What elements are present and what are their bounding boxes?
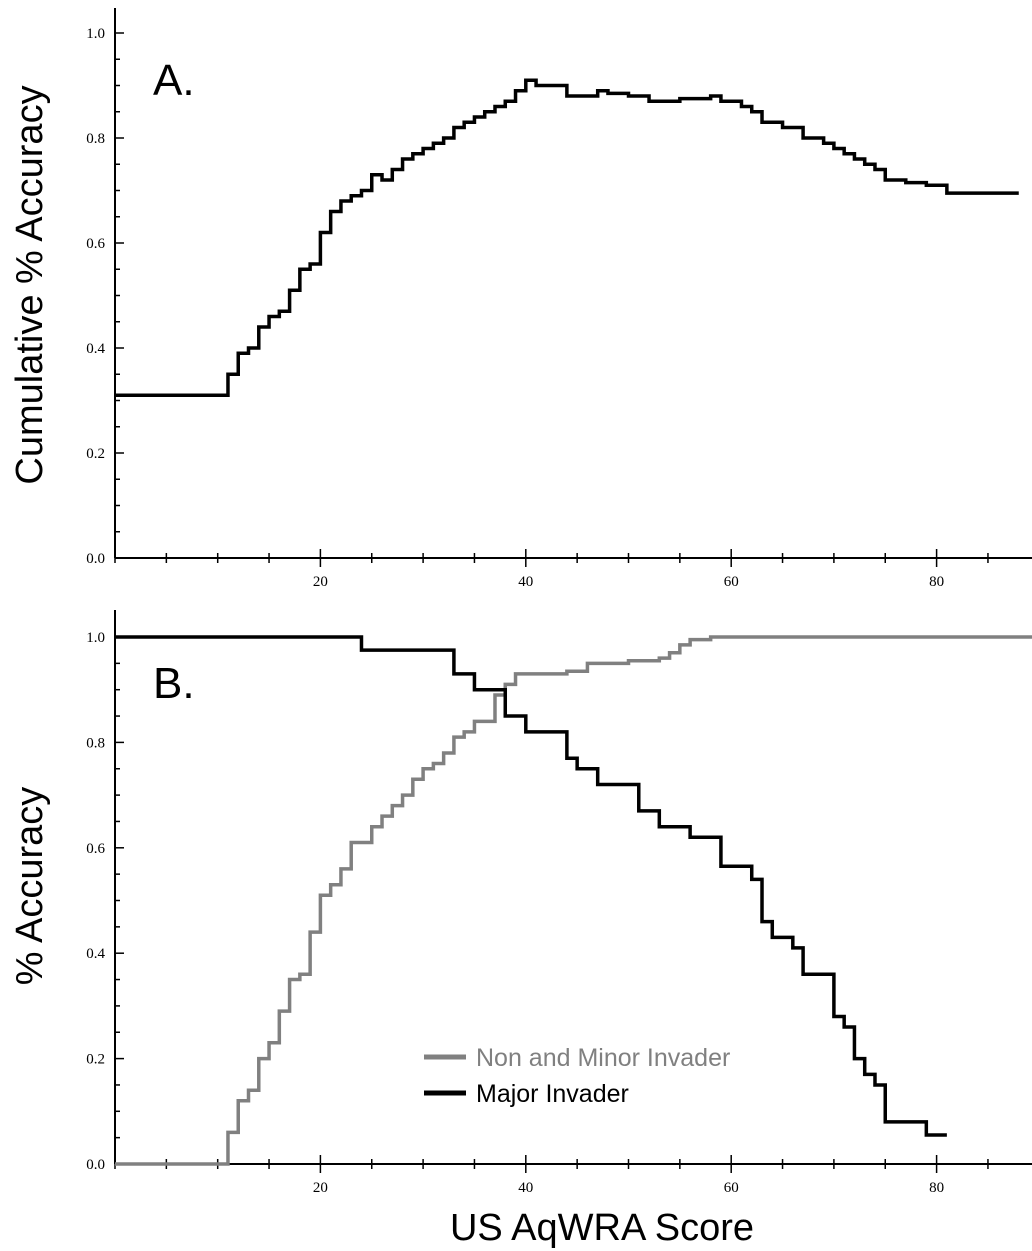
panel-a-y-axis-title: Cumulative % Accuracy <box>9 85 51 484</box>
panel-a-y-tick-label: 0.4 <box>86 341 105 357</box>
panel-a-x-tick-label: 60 <box>724 574 739 590</box>
panel-a-y-tick-label: 0.2 <box>86 446 105 462</box>
panel-b-axes: 20 40 60 80 0.0 0.2 0.4 0.6 0.8 1.0 <box>86 610 1032 1196</box>
panel-a-x-tick-label: 40 <box>518 574 533 590</box>
panel-b-series-major-invader <box>115 635 947 1137</box>
panel-b-y-axis-title: % Accuracy <box>9 787 51 986</box>
panel-a-y-tick-label: 1.0 <box>86 26 105 42</box>
panel-b-x-tick-label: 40 <box>518 1180 533 1196</box>
panel-b-y-tick-label: 0.2 <box>86 1052 105 1068</box>
panel-b-y-tick-label: 0.6 <box>86 841 105 857</box>
panel-b-y-tick-label: 0.4 <box>86 946 105 962</box>
panel-a-label: A. <box>153 56 195 105</box>
panel-b: % Accuracy B. Non and Minor Invader Majo… <box>9 610 1032 1249</box>
panel-b-y-tick-label: 1.0 <box>86 630 105 646</box>
panel-b-x-tick-label: 20 <box>313 1180 328 1196</box>
panel-b-series-non-and-minor-invader <box>115 635 1032 1166</box>
panel-b-y-tick-label: 0.0 <box>86 1157 105 1173</box>
panel-a-x-tick-label: 80 <box>929 574 944 590</box>
panel-a-axes: 20 40 60 80 0.0 0.2 0.4 0.6 0.8 1.0 <box>86 8 1032 590</box>
panel-a-y-tick-label: 0.0 <box>86 551 105 567</box>
x-axis-title: US AqWRA Score <box>450 1207 754 1249</box>
panel-a-x-tick-label: 20 <box>313 574 328 590</box>
panel-a-y-tick-label: 0.6 <box>86 236 105 252</box>
panel-b-x-tick-label: 80 <box>929 1180 944 1196</box>
legend: Non and Minor Invader Major Invader <box>424 1044 730 1108</box>
panel-b-y-tick-label: 0.8 <box>86 735 105 751</box>
panel-b-x-tick-label: 60 <box>724 1180 739 1196</box>
panel-b-label: B. <box>153 659 195 708</box>
panel-a-y-tick-label: 0.8 <box>86 131 105 147</box>
legend-label-non-minor: Non and Minor Invader <box>476 1044 730 1072</box>
panel-a-series-cumulative-accuracy <box>115 78 1019 397</box>
legend-label-major: Major Invader <box>476 1080 629 1108</box>
panel-a: Cumulative % Accuracy A. 20 40 60 80 0.0 0.2 0… <box>9 8 1032 590</box>
